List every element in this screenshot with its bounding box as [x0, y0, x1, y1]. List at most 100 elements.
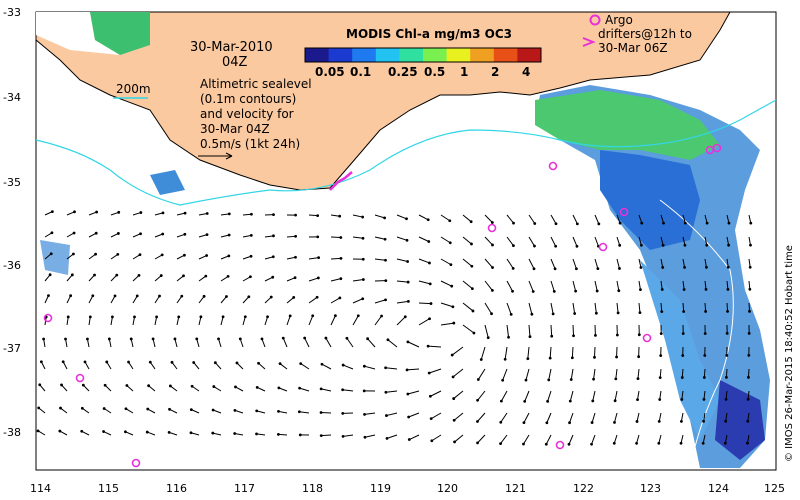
velocity-arrow-head [545, 421, 549, 425]
velocity-arrow-head [316, 235, 320, 239]
velocity-arrow [594, 302, 597, 314]
velocity-arrow [636, 434, 640, 444]
velocity-arrow [462, 236, 472, 245]
velocity-arrow [352, 315, 359, 326]
velocity-arrow [308, 257, 319, 260]
velocity-arrow-head [260, 337, 264, 341]
velocity-arrow-head [702, 419, 705, 423]
velocity-arrow-head [102, 430, 105, 433]
velocity-arrow-head [319, 411, 323, 414]
velocity-arrow [569, 412, 574, 423]
velocity-arrow-head [657, 420, 661, 423]
velocity-arrow-head [294, 213, 297, 217]
velocity-arrow [387, 339, 398, 348]
colorbar-swatch [423, 48, 448, 62]
velocity-arrow-head [205, 233, 209, 237]
velocity-arrow [440, 236, 451, 244]
velocity-arrow-head [550, 334, 554, 338]
velocity-arrow-head [703, 354, 707, 357]
lon-axis: 114 115 116 117 118 119 120 121 122 123 … [30, 482, 785, 495]
velocity-arrow-head [614, 377, 618, 381]
velocity-arrow-head [255, 385, 259, 389]
isobath-label: 200m [116, 82, 151, 96]
velocity-arrow [453, 390, 464, 399]
velocity-arrow-head [591, 399, 595, 403]
velocity-arrow-head [403, 315, 407, 319]
velocity-arrow-head [531, 290, 535, 293]
velocity-arrow-head [746, 419, 750, 423]
velocity-arrow-head [405, 217, 408, 221]
velocity-arrow [638, 236, 642, 246]
velocity-arrow-head [451, 375, 455, 379]
velocity-arrow-head [452, 418, 456, 422]
velocity-arrow-head [277, 409, 280, 413]
velocity-arrow [572, 236, 578, 247]
legend-line: 30-Mar 04Z [200, 122, 270, 136]
velocity-arrow-head [615, 333, 619, 337]
velocity-arrow-head [211, 408, 215, 412]
velocity-arrow-head [148, 360, 152, 364]
velocity-arrow-head [407, 438, 411, 441]
velocity-arrow [527, 346, 530, 359]
velocity-arrow-head [704, 310, 708, 313]
velocity-arrow-head [681, 354, 685, 357]
velocity-arrow [594, 236, 599, 247]
velocity-arrow-head [705, 221, 709, 225]
velocity-arrow [330, 278, 341, 282]
velocity-arrow-head [426, 344, 430, 348]
colorbar-tick: 4 [522, 65, 530, 79]
velocity-arrow [506, 214, 514, 224]
velocity-arrow [430, 390, 442, 397]
lat-tick: -37 [3, 342, 21, 355]
velocity-arrow [264, 276, 273, 282]
velocity-arrow-head [383, 237, 387, 241]
velocity-arrow-head [428, 261, 431, 265]
lon-tick: 115 [98, 482, 119, 495]
credit-text: © IMOS 26-Mar-2015 18:40:52 Hobart time [784, 245, 795, 462]
velocity-arrow [548, 368, 552, 380]
velocity-arrow-head [189, 408, 193, 412]
velocity-arrow-head [386, 338, 390, 342]
velocity-arrow-head [339, 236, 343, 239]
velocity-arrow-head [428, 317, 431, 321]
velocity-arrow [454, 434, 464, 443]
velocity-arrow [592, 390, 596, 402]
velocity-arrow [374, 299, 386, 304]
velocity-arrow [550, 280, 555, 292]
velocity-arrow-head [573, 312, 577, 315]
colorbar-swatch [352, 48, 377, 62]
velocity-arrow-head [452, 397, 456, 400]
velocity-arrow [593, 368, 596, 380]
velocity-arrow [549, 346, 552, 359]
velocity-arrow [364, 434, 376, 438]
velocity-arrow [462, 324, 475, 334]
velocity-arrow-head [748, 265, 752, 269]
velocity-arrow [242, 255, 252, 260]
velocity-arrow-head [615, 355, 618, 359]
velocity-arrow-head [657, 441, 661, 445]
velocity-arrow-head [247, 295, 251, 299]
velocity-arrow-head [501, 378, 505, 382]
velocity-arrow-head [80, 406, 84, 410]
velocity-arrow [407, 390, 420, 395]
velocity-arrow-head [124, 407, 128, 411]
velocity-arrow-head [490, 221, 494, 224]
velocity-arrow [220, 316, 224, 326]
velocity-arrow [506, 324, 510, 338]
velocity-arrow [242, 276, 251, 282]
velocity-arrow-head [575, 222, 579, 226]
velocity-arrow-head [727, 243, 731, 247]
velocity-arrow-head [233, 432, 237, 435]
velocity-arrow [614, 412, 618, 423]
velocity-arrow-head [705, 265, 708, 269]
velocity-arrow-head [544, 442, 548, 446]
velocity-arrow-head [72, 252, 75, 256]
velocity-arrow [342, 389, 354, 392]
velocity-arrow-head [339, 256, 343, 260]
velocity-arrow-head [499, 442, 502, 445]
velocity-arrow-head [139, 211, 143, 214]
velocity-arrow-head [658, 376, 662, 380]
velocity-arrow-head [266, 315, 269, 319]
colorbar-swatch [328, 48, 353, 62]
velocity-arrow-head [155, 315, 159, 319]
